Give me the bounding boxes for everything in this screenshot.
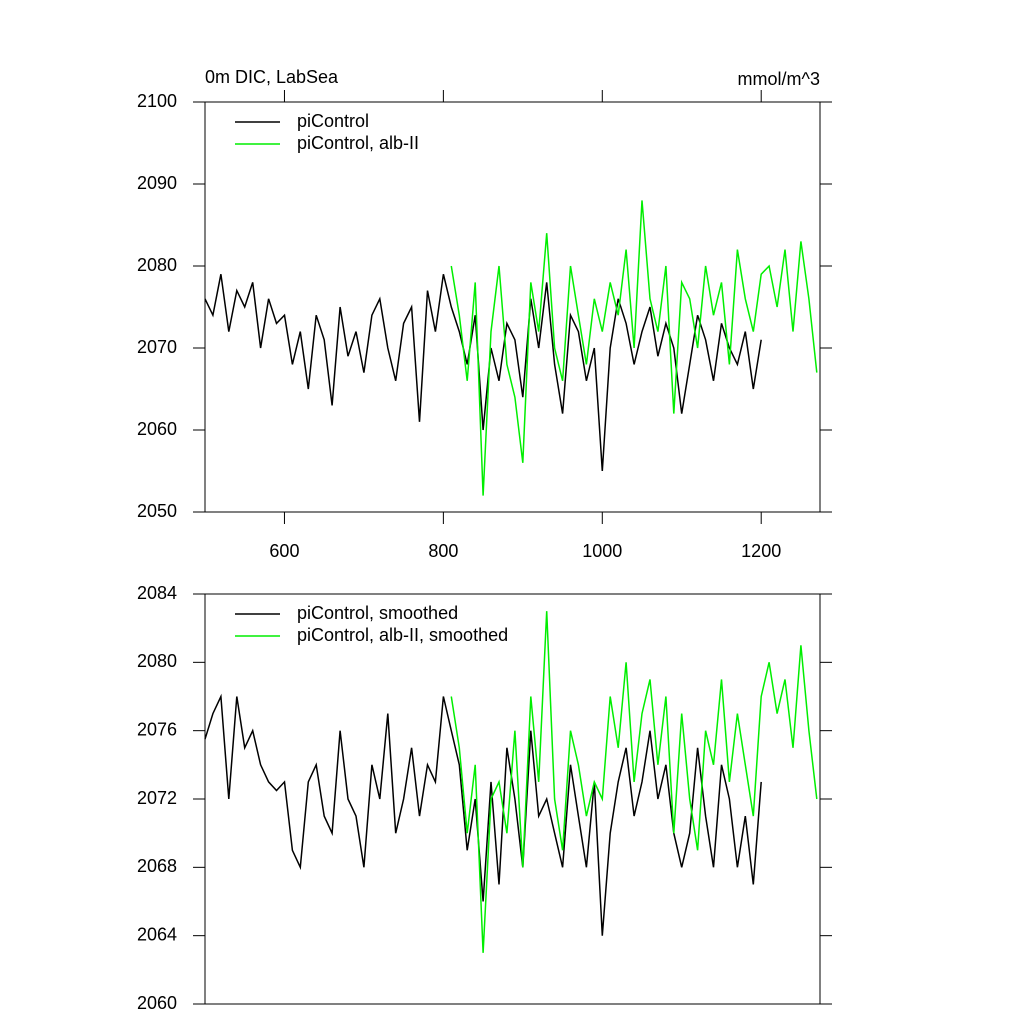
series-line xyxy=(450,611,818,953)
y-tick-label: 2060 xyxy=(137,419,177,439)
y-tick-label: 2070 xyxy=(137,337,177,357)
x-tick-label: 1000 xyxy=(582,541,622,561)
series-line xyxy=(450,200,818,496)
y-tick-label: 2050 xyxy=(137,501,177,521)
y-tick-label: 2100 xyxy=(137,91,177,111)
legend-label: piControl, alb-II xyxy=(297,133,419,153)
series-line xyxy=(204,274,762,472)
y-tick-label: 2090 xyxy=(137,173,177,193)
y-tick-label: 2080 xyxy=(137,255,177,275)
x-tick-label: 800 xyxy=(428,541,458,561)
y-tick-label: 2068 xyxy=(137,856,177,876)
y-tick-label: 2060 xyxy=(137,993,177,1013)
legend-label: piControl, alb-II, smoothed xyxy=(297,625,508,645)
y-tick-label: 2080 xyxy=(137,651,177,671)
plot-frame xyxy=(204,101,821,513)
series-line xyxy=(204,693,762,936)
x-tick-label: 600 xyxy=(269,541,299,561)
y-tick-label: 2064 xyxy=(137,924,177,944)
chart-title: 0m DIC, LabSea xyxy=(205,67,339,87)
legend-label: piControl, smoothed xyxy=(297,603,458,623)
legend-label: piControl xyxy=(297,111,369,131)
y-tick-label: 2084 xyxy=(137,583,177,603)
plot-frame xyxy=(204,593,821,1005)
x-tick-label: 1200 xyxy=(741,541,781,561)
y-tick-label: 2076 xyxy=(137,719,177,739)
y-tick-label: 2072 xyxy=(137,788,177,808)
units-label: mmol/m^3 xyxy=(738,69,820,89)
